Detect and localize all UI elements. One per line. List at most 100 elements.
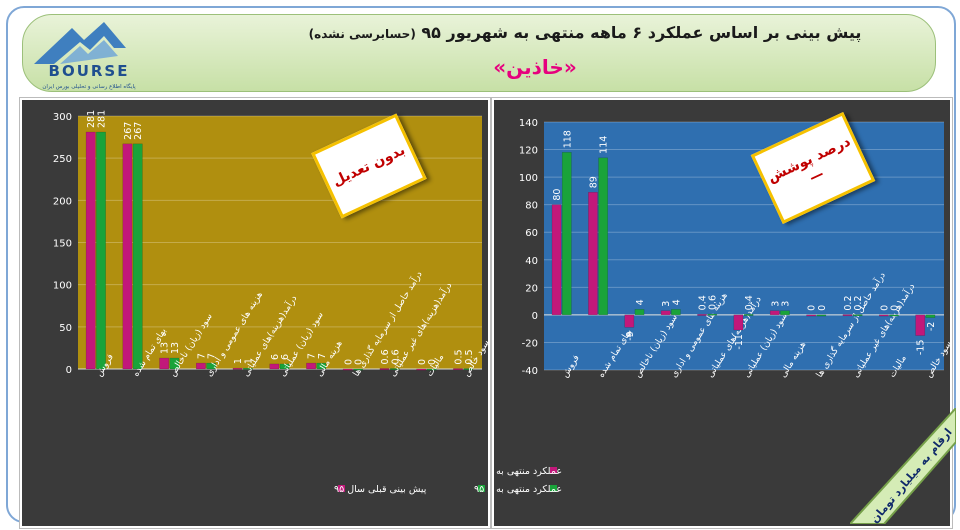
right-data-label: 3	[770, 301, 781, 307]
left-ytick-label: 150	[53, 239, 72, 250]
right-data-label: -9	[625, 331, 636, 340]
left-bar	[463, 368, 474, 371]
right-chart-panel: -40 -20 0 20 40 60 80 100 120 140 80 118 فروش 89 114 به…	[456, 98, 954, 528]
logo-tagline: پایگاه اطلاع رسانی و تحلیلی بورس ایران	[42, 83, 136, 90]
right-data-label: 0	[817, 305, 828, 311]
note-left-text: بدون تعدیل	[330, 142, 408, 190]
note-right-value: —	[807, 165, 827, 187]
left-bar	[96, 131, 106, 370]
left-data-label: 0.6	[380, 349, 391, 364]
right-bar	[852, 314, 863, 317]
left-ytick-label: 100	[53, 281, 72, 292]
left-bar	[416, 368, 427, 371]
left-bar	[159, 357, 170, 370]
right-ytick-label: 40	[525, 256, 538, 267]
right-data-label: 0	[807, 305, 818, 311]
right-bar	[671, 309, 681, 316]
left-data-label: 0.5	[464, 349, 475, 364]
left-bar	[122, 143, 133, 370]
left-legend-label: پیش بینی جدید سال ۹۵	[474, 484, 488, 495]
right-legend-swatch	[550, 467, 557, 474]
left-legend-label: پیش بینی قبلی سال ۹۵	[334, 484, 427, 495]
right-data-label: -11	[734, 334, 745, 350]
right-bar	[816, 314, 827, 317]
right-bar	[697, 314, 707, 316]
right-ytick-label: 100	[519, 173, 538, 184]
left-data-label: 267	[133, 122, 144, 140]
right-bar	[842, 314, 853, 317]
right-data-label: 3	[780, 301, 791, 307]
right-bar	[660, 310, 671, 316]
right-bar	[743, 314, 754, 316]
right-bar	[889, 314, 899, 317]
right-chart: -40-2002040608010012014080118فروش89114به…	[456, 118, 954, 495]
right-bar	[561, 152, 572, 316]
right-bar	[780, 310, 790, 316]
left-bar	[306, 362, 316, 370]
left-data-label: 281	[86, 110, 97, 128]
right-data-label: -15	[916, 340, 927, 356]
left-data-label: 13	[160, 342, 171, 354]
bourse-logo: BOURSE پایگاه اطلاع رسانی و تحلیلی بورس …	[34, 22, 136, 90]
left-bar	[316, 362, 327, 370]
left-data-label: 13	[170, 342, 181, 354]
left-data-label: 7	[207, 353, 218, 359]
left-bar	[132, 143, 143, 370]
left-data-label: 0.6	[390, 349, 401, 364]
left-data-label: 267	[123, 122, 134, 140]
unit-ribbon: ارقام به میلیارد تومان	[850, 408, 956, 524]
right-bar	[624, 314, 635, 328]
left-ytick-label: 50	[59, 323, 72, 334]
right-bar	[879, 314, 889, 317]
company-name: «خاذین»	[493, 55, 577, 79]
right-data-label: 3	[661, 301, 672, 307]
right-data-label: 4	[635, 299, 646, 305]
left-data-label: 1	[233, 358, 244, 364]
left-data-label: 0	[343, 359, 354, 365]
left-data-label: 0.5	[453, 349, 464, 364]
right-data-label: 89	[588, 176, 599, 188]
right-data-label: 4	[671, 299, 682, 305]
left-bar	[206, 362, 217, 370]
right-bar	[925, 314, 936, 318]
header-banner: پیش بینی بر اساس عملکرد ۶ ماهه منتهی به …	[22, 14, 936, 92]
right-ytick-label: -20	[522, 338, 538, 349]
right-bar	[733, 314, 744, 331]
left-bar	[453, 368, 463, 371]
left-bar	[85, 131, 96, 370]
right-ytick-label: 0	[532, 311, 538, 322]
right-data-label: 0.6	[708, 295, 719, 310]
left-data-label: 1	[243, 358, 254, 364]
right-data-label: 0.4	[698, 295, 709, 310]
right-legend-swatch	[550, 485, 557, 492]
right-ytick-label: 60	[525, 228, 538, 239]
right-bar	[769, 310, 780, 316]
right-data-label: 0	[879, 305, 890, 311]
right-data-label: 80	[552, 189, 563, 201]
right-ytick-label: 120	[519, 146, 538, 157]
title-note: (حسابرسی نشده)	[308, 27, 416, 41]
right-ytick-label: 20	[525, 283, 538, 294]
left-ytick-label: 300	[53, 112, 72, 123]
right-bar	[915, 314, 926, 336]
right-ytick-label: 140	[519, 118, 538, 129]
left-bar	[342, 368, 353, 371]
left-data-label: 0	[417, 359, 428, 365]
right-legend-label: عملکرد منتهی به ۹۴/۰۶/۳۱	[494, 466, 562, 477]
left-bar	[279, 363, 290, 370]
page-title: پیش بینی بر اساس عملکرد ۶ ماهه منتهی به …	[305, 23, 865, 42]
left-ytick-label: 0	[66, 365, 72, 376]
left-legend-swatch	[338, 485, 345, 492]
title-text: پیش بینی بر اساس عملکرد ۶ ماهه منتهی به …	[421, 23, 862, 42]
left-data-label: 7	[307, 353, 318, 359]
right-data-label: 118	[562, 130, 573, 148]
right-bar	[634, 309, 645, 316]
right-bar	[806, 314, 816, 317]
unit-ribbon-shape	[850, 408, 956, 524]
right-data-label: 114	[599, 136, 610, 154]
right-data-label: -2	[926, 322, 937, 331]
left-bar	[389, 368, 400, 370]
left-ytick-label: 200	[53, 196, 72, 207]
left-bar	[426, 368, 437, 371]
left-data-label: 0	[427, 359, 438, 365]
